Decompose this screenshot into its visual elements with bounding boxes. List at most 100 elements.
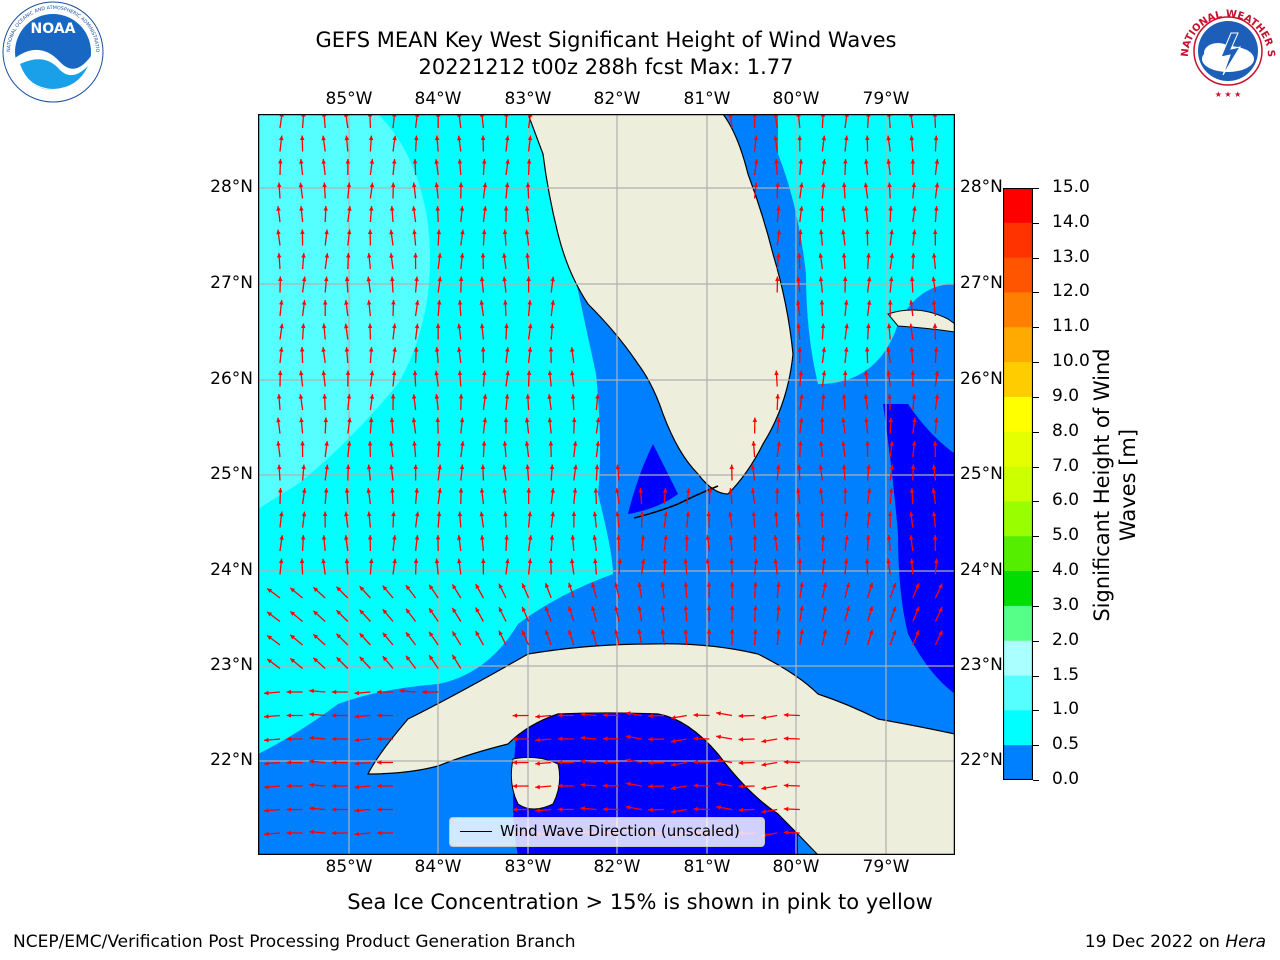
colorbar-band: [1003, 431, 1033, 468]
wave-direction-arrow: [776, 582, 781, 599]
colorbar-tick-mark: [1033, 362, 1039, 364]
wave-direction-arrow: [512, 807, 529, 812]
wave-direction-arrow: [266, 611, 281, 623]
wave-direction-arrow: [548, 558, 554, 575]
wave-direction-arrow: [693, 759, 710, 765]
wave-direction-arrow: [864, 558, 870, 575]
wave-direction-arrow: [359, 609, 371, 622]
wave-direction-arrow: [498, 583, 507, 599]
wave-direction-arrow: [932, 440, 938, 458]
wave-direction-arrow: [366, 253, 372, 270]
wave-direction-arrow: [863, 394, 869, 411]
wave-direction-arrow: [821, 558, 827, 575]
legend-line-swatch: [460, 831, 492, 832]
wave-direction-arrow: [428, 607, 439, 622]
wave-direction-arrow: [934, 159, 940, 176]
wave-direction-arrow: [335, 586, 349, 599]
wave-direction-arrow: [934, 583, 943, 599]
wave-direction-arrow: [909, 300, 914, 317]
wave-direction-arrow: [602, 759, 620, 765]
wave-direction-arrow: [866, 606, 874, 622]
wave-direction-arrow: [602, 712, 620, 718]
wave-direction-arrow: [460, 229, 465, 246]
wave-direction-arrow: [889, 229, 894, 246]
colorbar-tick-mark: [1033, 222, 1039, 224]
colorbar-band: [1003, 327, 1033, 363]
wave-direction-arrow: [753, 605, 758, 622]
wave-direction-arrow: [504, 323, 509, 340]
wave-direction-arrow: [535, 784, 552, 790]
wave-direction-arrow: [480, 464, 486, 481]
wave-direction-arrow: [503, 299, 508, 317]
wave-direction-arrow: [346, 229, 352, 246]
wave-direction-arrow: [345, 370, 351, 387]
wave-direction-arrow: [527, 135, 533, 152]
wave-direction-arrow: [286, 736, 303, 742]
wave-band-1.5-2: [258, 114, 430, 509]
wave-direction-arrow: [866, 323, 871, 340]
wave-direction-arrow: [548, 346, 554, 364]
colorbar-tick-label: 7.0: [1052, 455, 1080, 476]
wave-direction-arrow: [276, 417, 281, 434]
wave-direction-arrow: [505, 135, 510, 152]
wave-direction-arrow: [795, 300, 801, 317]
wave-direction-arrow: [414, 511, 420, 528]
wave-direction-arrow: [821, 582, 827, 599]
wave-direction-arrow: [535, 714, 552, 719]
wave-direction-arrow: [887, 182, 892, 199]
wave-direction-arrow: [276, 229, 281, 246]
wave-direction-arrow: [595, 441, 601, 458]
wave-direction-arrow: [866, 488, 872, 505]
wave-direction-arrow: [321, 535, 327, 552]
wave-direction-arrow: [264, 761, 281, 766]
wave-direction-arrow: [625, 805, 642, 811]
wave-direction-arrow: [354, 831, 371, 837]
wave-direction-arrow: [391, 511, 396, 528]
wave-direction-arrow: [279, 135, 284, 152]
wave-direction-arrow: [309, 735, 326, 741]
wave-direction-arrow: [934, 606, 943, 622]
wave-direction-arrow: [761, 738, 778, 744]
wave-direction-arrow: [931, 300, 937, 317]
wave-direction-arrow: [729, 628, 735, 646]
colorbar-tick-mark: [1033, 501, 1039, 503]
wave-direction-arrow: [345, 158, 351, 176]
wave-direction-arrow: [346, 182, 352, 199]
wave-direction-arrow: [266, 634, 281, 646]
wave-direction-arrow: [931, 253, 937, 270]
wave-direction-arrow: [299, 135, 305, 152]
wave-direction-arrow: [774, 370, 779, 387]
wave-direction-arrow: [640, 535, 646, 552]
wave-direction-arrow: [436, 511, 442, 528]
wave-direction-arrow: [865, 229, 870, 246]
wave-direction-arrow: [773, 558, 779, 575]
credit-left: NCEP/EMC/Verification Post Processing Pr…: [13, 932, 576, 952]
wave-direction-arrow: [683, 558, 689, 575]
wave-direction-arrow: [331, 736, 348, 742]
lon-label-top: 79°W: [862, 89, 910, 109]
wave-direction-arrow: [866, 464, 871, 481]
wave-direction-arrow: [796, 276, 801, 293]
wave-direction-arrow: [502, 441, 508, 458]
wave-direction-arrow: [544, 606, 552, 622]
wave-direction-arrow: [799, 605, 804, 622]
wave-direction-arrow: [550, 488, 555, 505]
wave-direction-arrow: [864, 346, 870, 364]
wave-direction-arrow: [512, 736, 529, 742]
wave-direction-arrow: [911, 182, 917, 199]
colorbar-tick-label: 0.5: [1052, 734, 1080, 755]
wave-direction-arrow: [389, 229, 394, 246]
colorbar-tick-label: 10.0: [1052, 351, 1090, 372]
wave-direction-arrow: [844, 323, 849, 340]
wave-direction-arrow: [286, 807, 303, 812]
wave-direction-arrow: [932, 323, 938, 340]
wave-direction-arrow: [775, 182, 780, 199]
wave-direction-arrow: [286, 783, 303, 789]
colorbar-frame: [1002, 187, 1034, 781]
wave-direction-arrow: [866, 252, 871, 270]
wave-direction-arrow: [797, 135, 802, 152]
wave-direction-arrow: [909, 347, 915, 364]
wave-direction-arrow: [909, 511, 914, 528]
wave-direction-arrow: [821, 393, 826, 411]
wave-direction-arrow: [392, 135, 397, 152]
